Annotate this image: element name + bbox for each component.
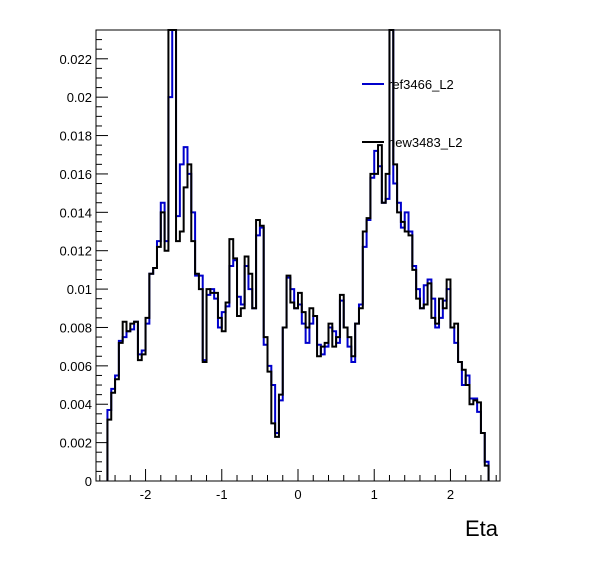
- x-tick-label: 0: [294, 487, 301, 502]
- y-tick-label: 0.022: [59, 52, 92, 67]
- y-tick-label: 0.02: [67, 90, 92, 105]
- y-axis-ticks: 0 0.002 0.004 0.006 0.008 0.01 0.012 0.014 0.016…: [59, 29, 108, 489]
- x-tick-label: 1: [371, 487, 378, 502]
- x-tick-label: -2: [140, 487, 152, 502]
- x-tick-label: -1: [216, 487, 228, 502]
- y-tick-label: 0.002: [59, 436, 92, 451]
- x-tick-label: 2: [447, 487, 454, 502]
- y-tick-label: 0.004: [59, 397, 92, 412]
- legend-label-new: new3483_L2: [388, 135, 462, 150]
- x-axis-title: Eta: [465, 516, 499, 541]
- series-ref3466-L2: [106, 29, 490, 481]
- y-tick-label: 0.018: [59, 129, 92, 144]
- y-tick-label: 0.01: [67, 282, 92, 297]
- y-tick-label: 0.006: [59, 359, 92, 374]
- y-tick-label: 0.012: [59, 244, 92, 259]
- y-tick-label: 0.008: [59, 320, 92, 335]
- legend-label-ref: ref3466_L2: [388, 77, 454, 92]
- x-axis-ticks: -2 -1 0 1 2: [99, 469, 497, 502]
- y-tick-label: 0.014: [59, 205, 92, 220]
- legend: ref3466_L2 new3483_L2: [362, 77, 462, 150]
- y-tick-label: 0.016: [59, 167, 92, 182]
- series-new3483-L2: [106, 29, 490, 481]
- histogram-series: [106, 29, 490, 481]
- y-tick-label: 0: [85, 474, 92, 489]
